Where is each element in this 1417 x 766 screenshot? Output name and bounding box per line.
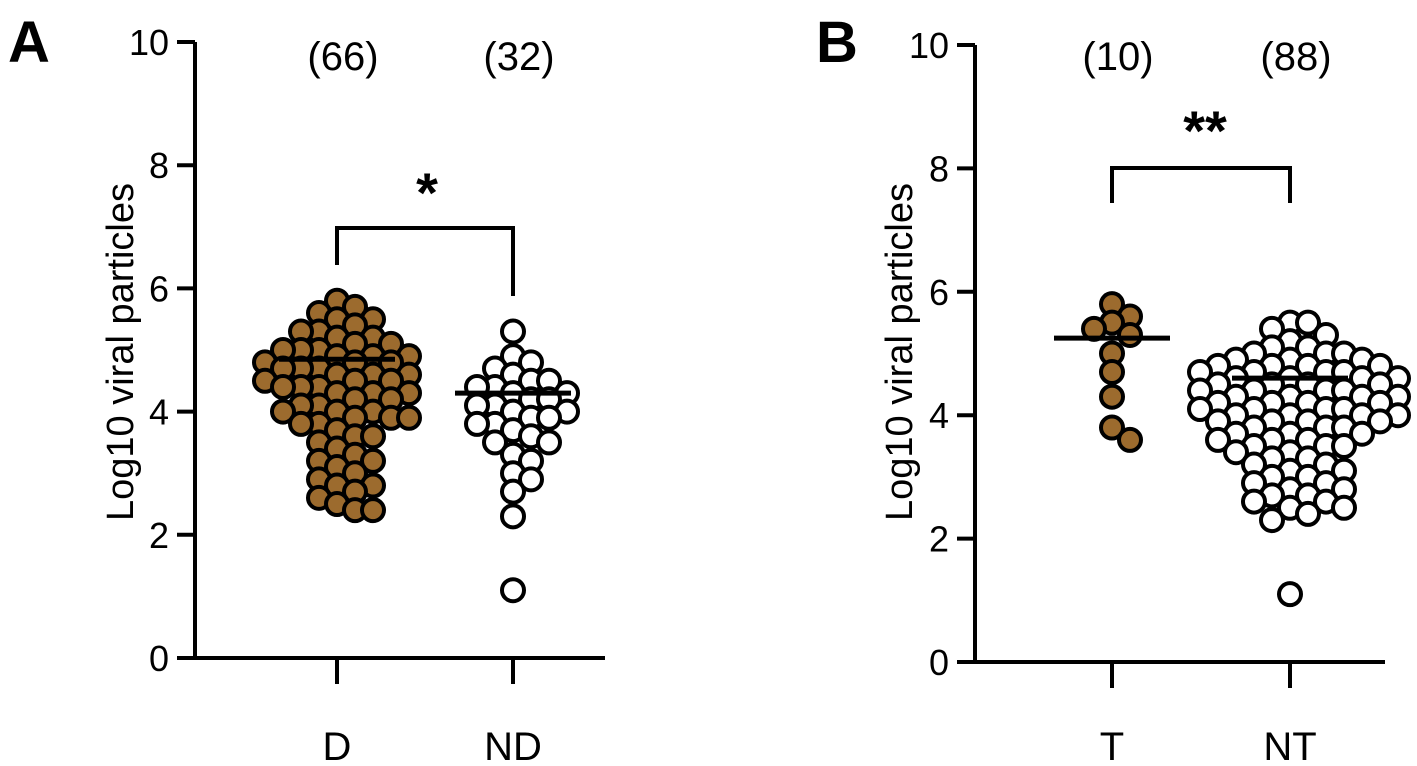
y-tick-label: 10 bbox=[129, 22, 169, 63]
x-category-label: D bbox=[323, 725, 352, 766]
data-point bbox=[360, 423, 386, 450]
x-category-label: ND bbox=[484, 725, 542, 766]
y-tick-label: 2 bbox=[929, 519, 949, 560]
data-point bbox=[1187, 396, 1213, 423]
data-point bbox=[1099, 359, 1125, 386]
data-point bbox=[270, 373, 296, 400]
data-point bbox=[536, 404, 562, 431]
panel-letter-a: A bbox=[8, 10, 50, 75]
data-point bbox=[396, 404, 422, 431]
y-tick-label: 6 bbox=[929, 272, 949, 313]
data-point bbox=[518, 466, 544, 493]
group-count-label: (66) bbox=[307, 35, 378, 79]
data-point bbox=[1295, 500, 1321, 527]
data-point bbox=[360, 497, 386, 524]
data-point bbox=[482, 429, 508, 456]
y-tick-label: 0 bbox=[929, 642, 949, 683]
group-count-label: (88) bbox=[1260, 35, 1331, 79]
y-axis-label-a: Log10 viral particles bbox=[100, 183, 142, 521]
y-tick-label: 4 bbox=[929, 395, 949, 436]
y-axis-label-b: Log10 viral particles bbox=[879, 183, 921, 521]
data-point bbox=[500, 503, 526, 530]
data-point bbox=[1331, 494, 1357, 521]
data-point bbox=[1223, 439, 1249, 466]
data-point bbox=[288, 410, 314, 437]
data-point bbox=[360, 447, 386, 474]
group-count-label: (32) bbox=[483, 35, 554, 79]
data-point bbox=[500, 318, 526, 345]
y-tick-label: 8 bbox=[929, 148, 949, 189]
data-point bbox=[270, 398, 296, 425]
data-point bbox=[1205, 426, 1231, 453]
data-point bbox=[1241, 488, 1267, 515]
significance-bracket bbox=[1110, 166, 1292, 203]
y-tick-label: 4 bbox=[149, 392, 169, 433]
x-category-label: T bbox=[1100, 725, 1124, 766]
y-tick-label: 0 bbox=[149, 638, 169, 679]
x-category-label: NT bbox=[1263, 725, 1316, 766]
panel-b: B Log10 viral particles 0 2 4 6 8 10 T (10) NT (8… bbox=[816, 10, 1411, 766]
data-point bbox=[1295, 309, 1321, 336]
data-point bbox=[1277, 581, 1303, 608]
significance-bracket bbox=[335, 226, 515, 296]
data-point bbox=[1117, 426, 1143, 453]
data-point bbox=[500, 478, 526, 505]
y-tick-label: 8 bbox=[149, 145, 169, 186]
data-point bbox=[1367, 408, 1393, 435]
y-tick-label: 2 bbox=[149, 515, 169, 556]
data-point bbox=[1349, 420, 1375, 447]
y-tick-label: 10 bbox=[909, 25, 949, 66]
data-point bbox=[1259, 507, 1285, 534]
data-point bbox=[1099, 383, 1125, 410]
data-point bbox=[1331, 433, 1357, 460]
panel-a: A Log10 viral particles 0 2 4 6 8 10 D (66) ND (3… bbox=[8, 10, 605, 766]
significance-marker: ** bbox=[1183, 99, 1227, 162]
data-point bbox=[464, 410, 490, 437]
data-point bbox=[536, 429, 562, 456]
significance-marker: * bbox=[416, 161, 438, 224]
y-tick-label: 6 bbox=[149, 268, 169, 309]
group-count-label: (10) bbox=[1082, 35, 1153, 79]
data-point bbox=[500, 577, 526, 604]
panel-letter-b: B bbox=[816, 10, 858, 75]
data-point bbox=[1117, 321, 1143, 348]
data-point bbox=[1099, 414, 1125, 441]
